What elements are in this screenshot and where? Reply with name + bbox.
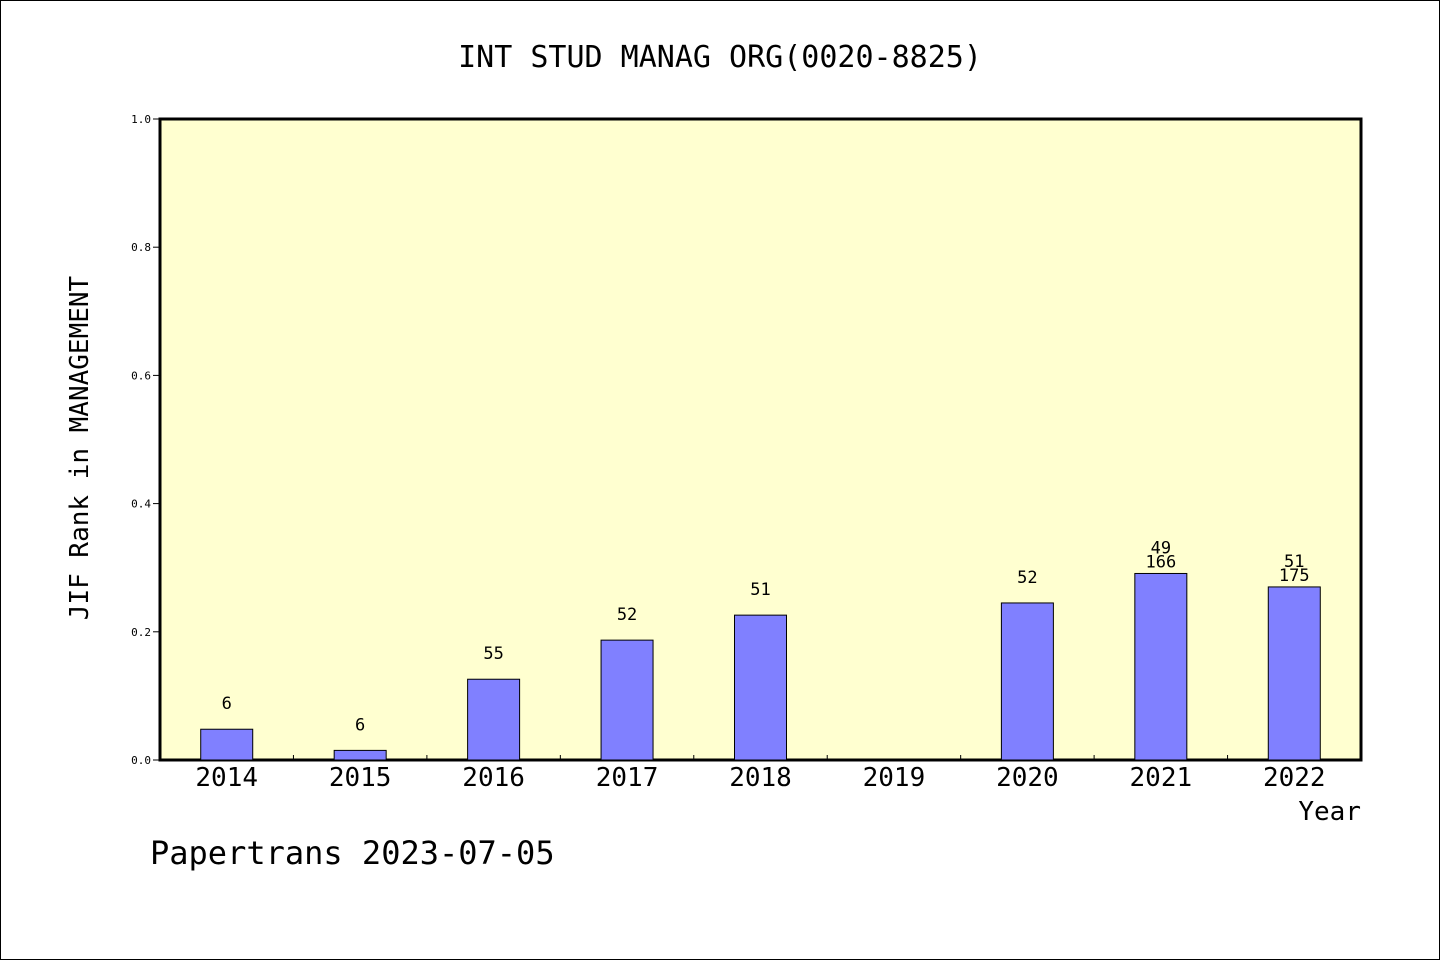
x-tick-label: 2019 — [863, 763, 926, 793]
bar-rank-label: 51 — [1284, 552, 1304, 572]
bar-rank-label: 52 — [1017, 568, 1037, 588]
x-tick-label: 2022 — [1263, 763, 1326, 793]
x-tick-label: 2016 — [462, 763, 525, 793]
y-tick-label: 0.2 — [131, 626, 151, 639]
x-tick-label: 2021 — [1130, 763, 1193, 793]
chart-title: INT STUD MANAG ORG(0020-8825) — [458, 40, 982, 75]
y-axis: 0.0 0.2 0.4 0.6 0.8 1.0 — [131, 113, 160, 767]
x-tick-label: 2014 — [195, 763, 258, 793]
bar-2022 — [1267, 586, 1321, 761]
bar-rank-label: 52 — [617, 605, 637, 625]
y-axis-label: JIF Rank in MANAGEMENT — [65, 275, 95, 620]
bar-2018 — [734, 614, 787, 761]
x-tick-label: 2015 — [329, 763, 392, 793]
y-tick-label: 0.6 — [131, 369, 151, 382]
x-tick-label: 2017 — [596, 763, 659, 793]
y-tick-label: 0.0 — [131, 754, 151, 767]
bar-2014 — [200, 728, 254, 761]
x-axis-label: Year — [1298, 797, 1361, 827]
bar-2015 — [333, 749, 387, 761]
bar-2017 — [600, 639, 654, 761]
bar-2020 — [1000, 602, 1054, 761]
bar-2016 — [467, 678, 521, 761]
footer-credit: Papertrans 2023-07-05 — [150, 834, 555, 872]
x-tick-label: 2020 — [996, 763, 1059, 793]
bar-total-label: 166 — [1145, 552, 1176, 572]
bar-rank-label: 6 — [222, 694, 232, 714]
bar-rank-label: 51 — [750, 580, 770, 600]
y-tick-label: 1.0 — [131, 113, 151, 126]
bar-rank-label: 49 — [1151, 538, 1171, 558]
bar-total-label: 175 — [1279, 566, 1310, 586]
y-tick-label: 0.8 — [131, 241, 151, 254]
y-tick-label: 0.4 — [131, 498, 151, 511]
bar-rank-label: 55 — [483, 644, 503, 664]
x-tick-label: 2018 — [729, 763, 792, 793]
x-axis: 2014 2015 2016 2017 2018 2019 2020 2021 2022 — [195, 755, 1326, 793]
bar-2021 — [1134, 572, 1188, 761]
bar-rank-label: 6 — [355, 715, 365, 735]
